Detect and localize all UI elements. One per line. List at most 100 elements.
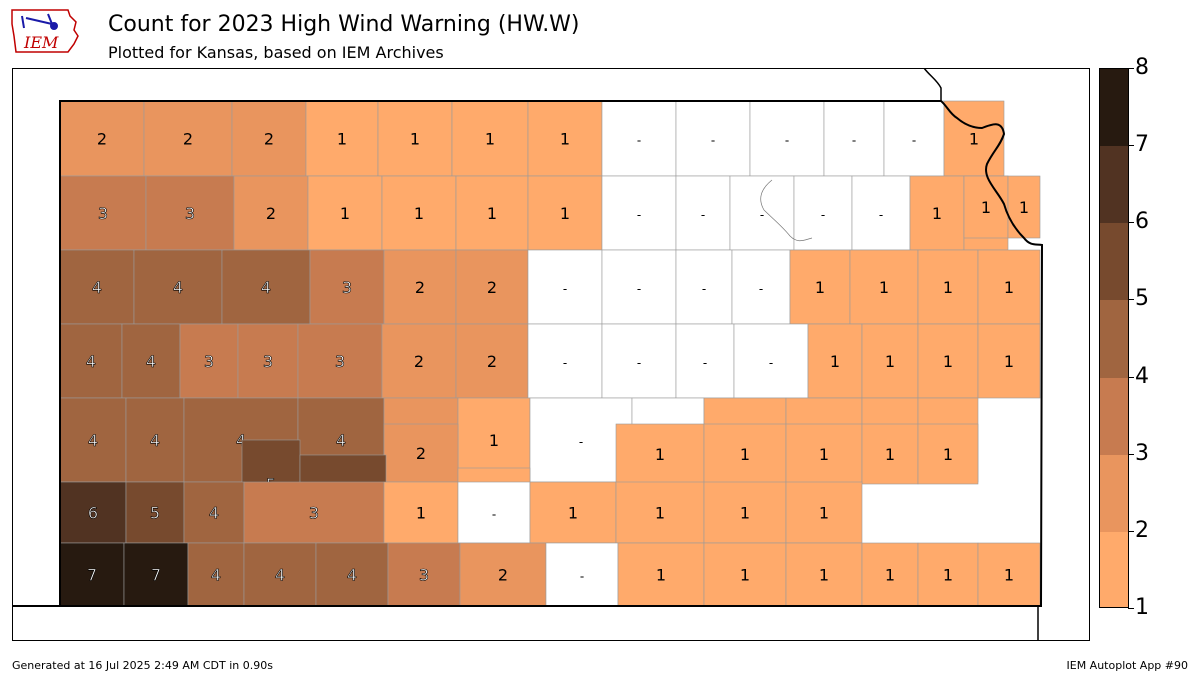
legend-swatch	[1100, 377, 1128, 456]
legend-tick-label: 2	[1135, 517, 1149, 543]
county-count-label: 3	[419, 566, 429, 585]
county: 3	[145, 175, 235, 251]
legend-swatch	[1100, 146, 1128, 225]
county-count-label: 1	[943, 278, 953, 297]
county: -	[823, 100, 885, 177]
county-shape	[455, 175, 529, 251]
legend-swatch	[1100, 300, 1128, 379]
county-shape	[231, 100, 307, 177]
county: 1	[977, 249, 1041, 325]
county: -	[601, 100, 677, 177]
county-count-label: 2	[414, 352, 424, 371]
county-count-label: 1	[655, 445, 665, 464]
app-footer: IEM Autoplot App #90	[1066, 659, 1189, 672]
county: 3	[179, 323, 239, 399]
county: 7	[123, 542, 189, 607]
county-count-label: -	[711, 134, 715, 148]
county: 1	[917, 249, 979, 325]
county-shape	[785, 423, 863, 485]
county: 1	[909, 175, 965, 251]
county-count-label: 3	[185, 204, 195, 223]
county: 1	[377, 100, 453, 177]
county: 1	[785, 481, 863, 544]
county-shape	[243, 542, 317, 607]
legend-swatch	[1100, 69, 1128, 148]
county: 1	[455, 175, 529, 251]
county-count-label: -	[637, 356, 641, 370]
county-count-label: 1	[819, 445, 829, 464]
legend-tick	[1128, 222, 1134, 224]
county-count-label: 1	[885, 445, 895, 464]
county-shape	[909, 175, 965, 251]
legend-tick-label: 5	[1135, 286, 1149, 312]
county-shape	[133, 249, 223, 325]
county-count-label: 1	[819, 504, 829, 523]
county-count-label: -	[637, 282, 641, 296]
county-count-label: -	[759, 282, 763, 296]
county-count-label: 2	[498, 566, 508, 585]
county: 1	[917, 323, 979, 399]
county-shape	[785, 481, 863, 544]
county-count-label: 2	[487, 278, 497, 297]
legend-tick	[1128, 145, 1134, 147]
county-count-label: 5	[150, 504, 160, 523]
county-shape	[309, 249, 385, 325]
county-count-label: 3	[98, 204, 108, 223]
county-shape	[963, 175, 1009, 239]
county: 2	[143, 100, 233, 177]
county-count-label: -	[637, 134, 641, 148]
county-shape	[883, 100, 945, 177]
county: 4	[125, 397, 185, 483]
county-count-label: 1	[943, 566, 953, 585]
logo-text: IEM	[23, 33, 59, 52]
county-shape	[527, 323, 603, 399]
county-count-label: -	[852, 134, 856, 148]
county-count-label: 1	[416, 504, 426, 523]
county-shape	[1007, 175, 1041, 239]
county: 1	[451, 100, 529, 177]
legend-swatch	[1100, 454, 1128, 533]
county-count-label: 1	[943, 445, 953, 464]
county-shape	[917, 423, 979, 485]
county-count-label: 4	[88, 431, 98, 450]
county-count-label: 4	[146, 352, 156, 371]
county-count-label: 2	[416, 444, 426, 463]
county: 4	[121, 323, 181, 399]
county-shape	[125, 397, 185, 483]
county-count-label: -	[637, 208, 641, 222]
county-count-label: -	[580, 570, 584, 584]
county-count-label: 1	[885, 352, 895, 371]
county-shape	[59, 100, 145, 177]
county: 3	[309, 249, 385, 325]
county: 1	[785, 423, 863, 485]
county-shape	[733, 323, 809, 399]
county-shape	[179, 323, 239, 399]
county-count-label: 4	[86, 352, 96, 371]
county-count-label: 1	[487, 204, 497, 223]
county: 3	[237, 323, 299, 399]
county-count-label: 1	[568, 504, 578, 523]
county-count-label: -	[912, 134, 916, 148]
county: 1	[943, 100, 1005, 177]
county-count-label: 1	[740, 445, 750, 464]
legend-tick	[1128, 299, 1134, 301]
county-count-label: 1	[740, 504, 750, 523]
county: 2	[383, 423, 459, 483]
county: 1	[703, 423, 787, 485]
county: 2	[231, 100, 307, 177]
county-count-label: 1	[414, 204, 424, 223]
county-shape	[527, 249, 603, 325]
county-shape	[59, 175, 147, 251]
legend-tick-label: 6	[1135, 209, 1149, 235]
county-count-label: 3	[263, 352, 273, 371]
county-count-label: 1	[981, 198, 991, 217]
county: 1	[861, 542, 919, 607]
legend-tick	[1128, 68, 1134, 69]
county: 2	[59, 100, 145, 177]
county: -	[675, 323, 735, 399]
county: 1	[381, 175, 457, 251]
county-count-label: 1	[560, 130, 570, 149]
county-shape	[243, 481, 385, 544]
county: 1	[785, 542, 863, 607]
county: 1	[383, 481, 459, 544]
